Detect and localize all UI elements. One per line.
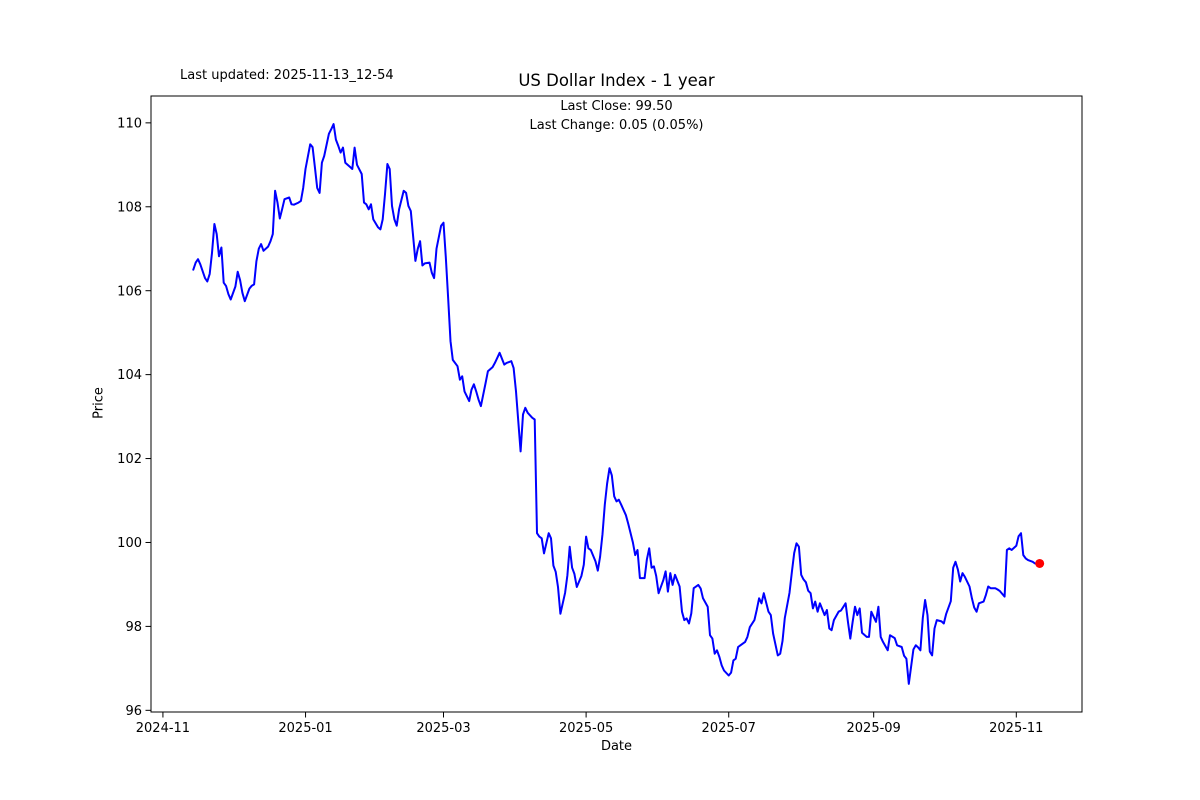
y-tick-label: 104 — [117, 368, 142, 383]
plot-border — [150, 95, 1083, 713]
y-tick-label: 110 — [117, 116, 142, 131]
x-tick-label: 2025-09 — [847, 721, 901, 736]
y-tick-label: 100 — [117, 536, 142, 551]
y-tick-label: 108 — [117, 200, 142, 215]
last-change-line: Last Change: 0.05 (0.05%) — [529, 118, 704, 133]
y-tick-label: 98 — [125, 620, 142, 635]
last-point-marker — [1035, 558, 1045, 568]
x-axis-label: Date — [600, 739, 633, 754]
y-axis-label: Price — [91, 387, 107, 419]
y-tick-label: 102 — [117, 452, 142, 467]
last-updated-text: Last updated: 2025-11-13_12-54 — [180, 68, 394, 83]
x-tick-label: 2024-11 — [136, 721, 190, 736]
chart-title: US Dollar Index - 1 year — [518, 71, 715, 90]
price-line — [192, 123, 1041, 685]
last-close-annotation: Last Close: 99.50 Last Change: 0.05 (0.0… — [151, 97, 1082, 135]
y-tick-label: 96 — [125, 704, 142, 719]
y-tick-label: 106 — [117, 284, 142, 299]
x-tick-label: 2025-11 — [989, 721, 1043, 736]
x-tick-label: 2025-05 — [559, 721, 613, 736]
x-tick-label: 2025-03 — [416, 721, 470, 736]
x-tick-label: 2025-07 — [702, 721, 756, 736]
x-tick-label: 2025-01 — [278, 721, 332, 736]
last-close-line: Last Close: 99.50 — [560, 99, 673, 114]
